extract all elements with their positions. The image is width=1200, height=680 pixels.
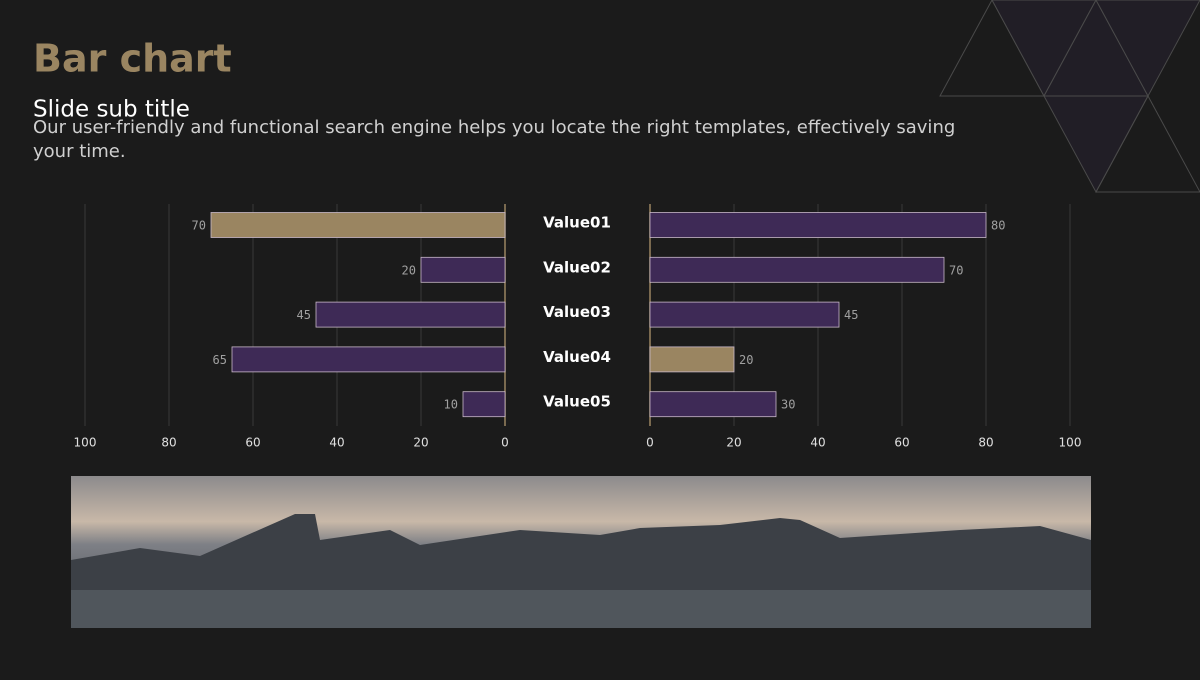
value-label: 45: [844, 308, 858, 322]
bar: [649, 212, 987, 238]
x-tick-label: 20: [726, 436, 741, 450]
x-tick-label: 100: [74, 436, 97, 450]
category-label: Value02: [543, 258, 611, 276]
image-water: [71, 590, 1091, 628]
bar: [649, 391, 777, 418]
bar: [649, 301, 840, 328]
city-image: [71, 476, 1091, 628]
bar: [420, 256, 506, 283]
value-label: 70: [192, 219, 206, 233]
subtitle: Slide sub title: [33, 97, 190, 123]
bar: [649, 346, 735, 373]
x-tick-label: 0: [501, 436, 509, 450]
value-label: 65: [213, 353, 227, 367]
value-label: 80: [991, 219, 1005, 233]
value-label: 70: [949, 263, 963, 277]
bar: [315, 301, 506, 328]
value-label: 10: [444, 398, 458, 412]
x-tick-label: 0: [646, 436, 654, 450]
category-label: Value01: [543, 214, 611, 232]
x-tick-label: 40: [329, 436, 344, 450]
title: Bar chart: [33, 37, 232, 81]
description-box: Our user-friendly and functional search …: [33, 117, 956, 162]
value-label: 30: [781, 398, 795, 412]
triangle: [1095, 0, 1200, 98]
x-tick-label: 100: [1059, 436, 1082, 450]
value-label: 20: [739, 353, 753, 367]
bar: [210, 212, 506, 238]
description: Our user-friendly and functional search …: [33, 117, 956, 162]
value-label: 20: [402, 263, 416, 277]
bar: [462, 391, 506, 418]
decoration: [939, 0, 1200, 194]
category-label: Value03: [543, 303, 611, 321]
bar: [231, 346, 506, 373]
value-label: 45: [297, 308, 311, 322]
x-tick-label: 80: [978, 436, 993, 450]
image-skyline: [71, 514, 1091, 595]
category-label: Value05: [543, 393, 611, 411]
triangle: [1095, 94, 1200, 193]
x-tick-label: 80: [161, 436, 176, 450]
x-tick-label: 20: [413, 436, 428, 450]
x-tick-label: 60: [245, 436, 260, 450]
bar: [649, 256, 945, 283]
category-label: Value04: [543, 348, 611, 366]
x-tick-label: 60: [894, 436, 909, 450]
x-tick-label: 40: [810, 436, 825, 450]
